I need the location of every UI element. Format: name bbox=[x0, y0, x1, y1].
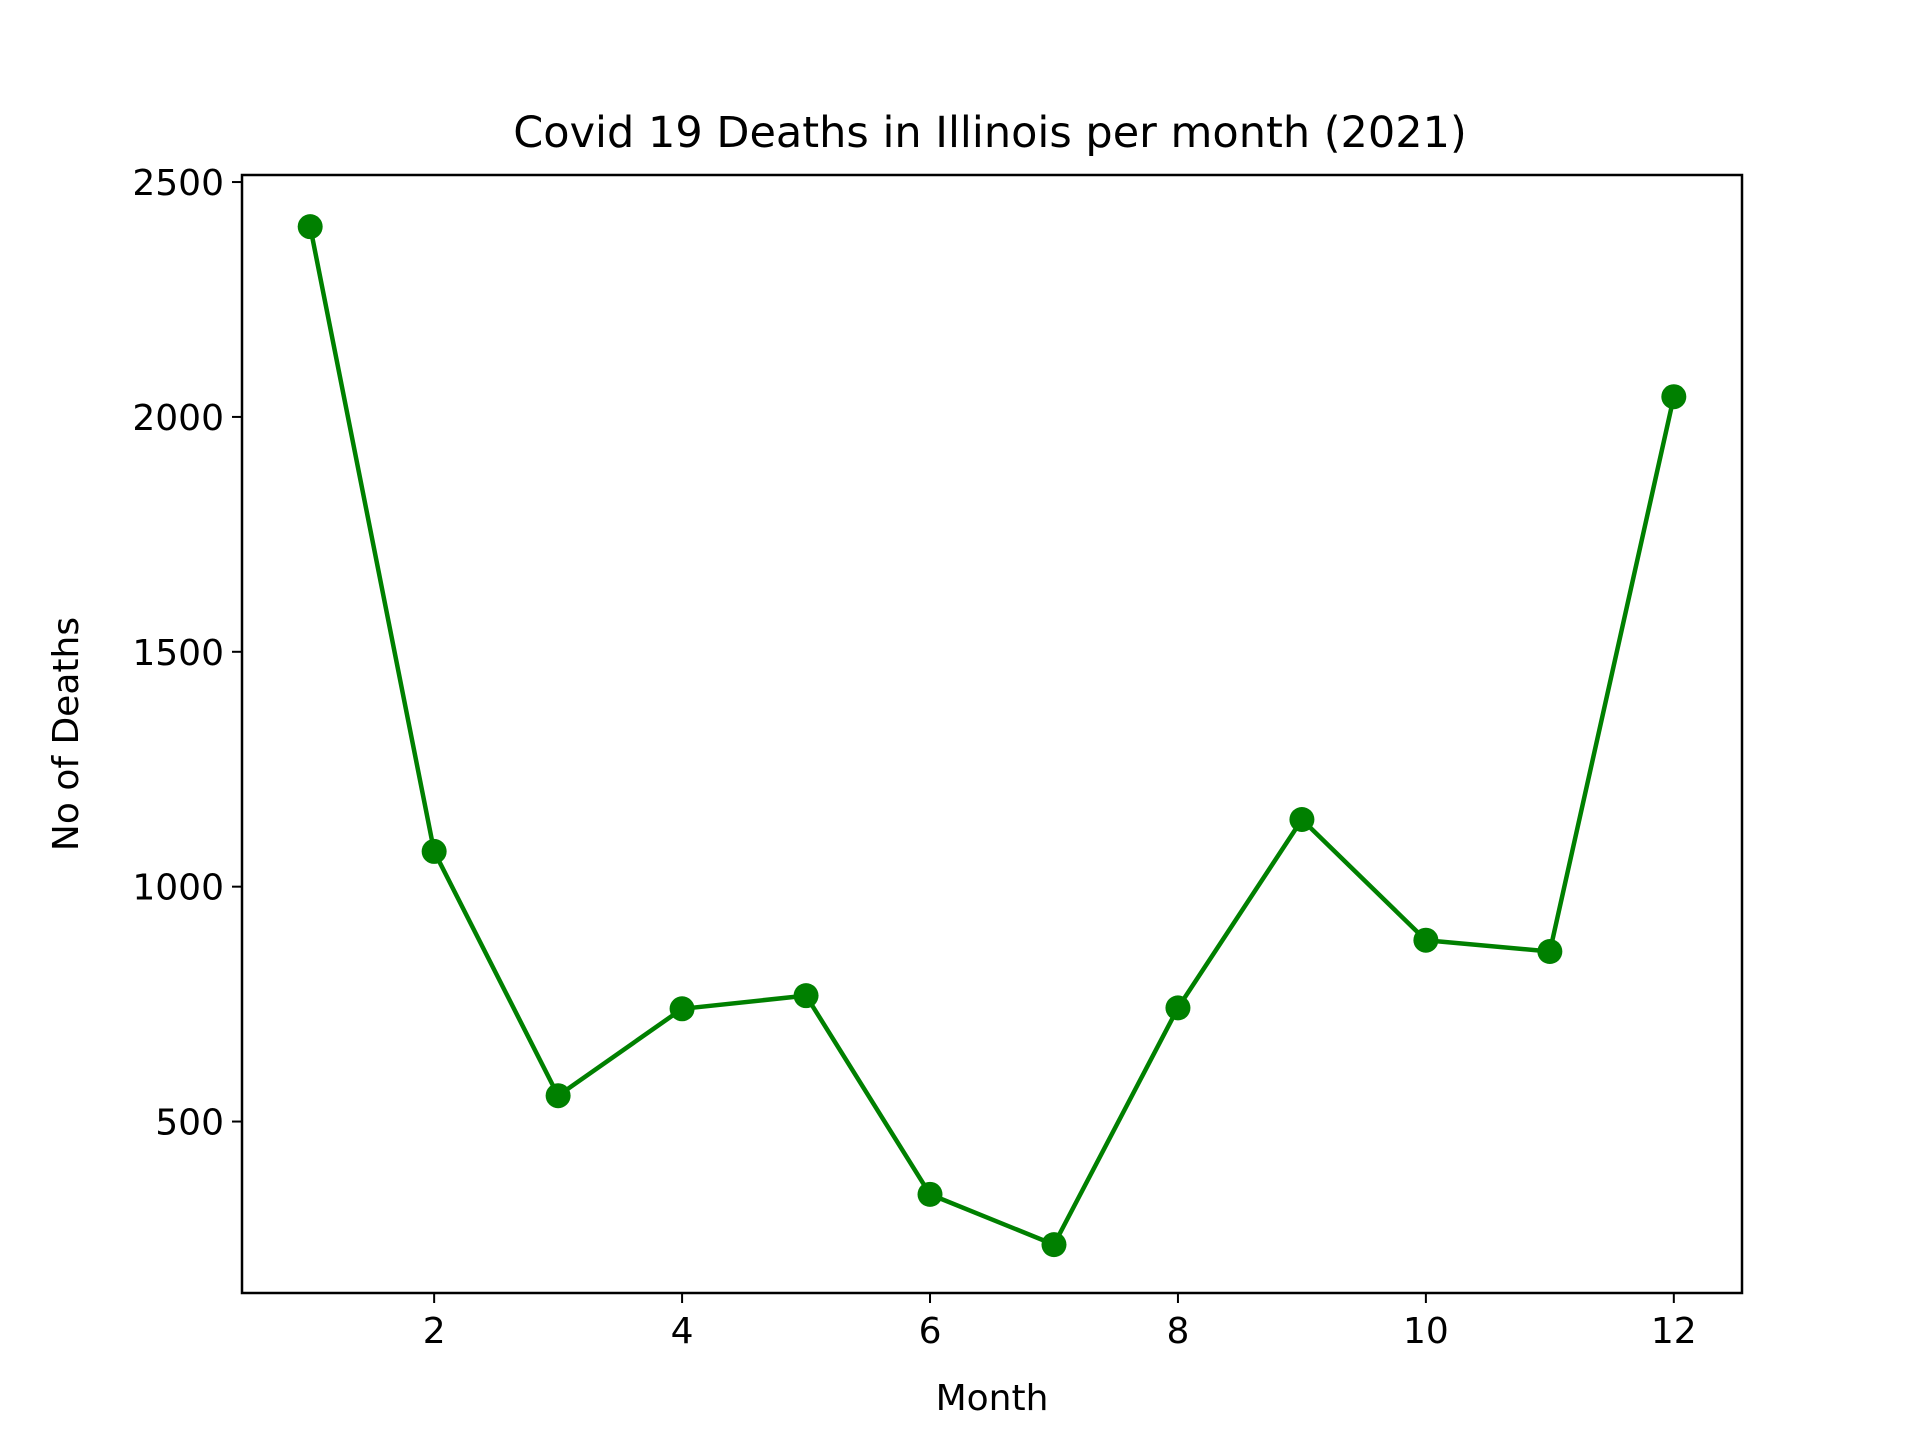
x-tick-label: 6 bbox=[919, 1311, 942, 1352]
data-point-month-2 bbox=[421, 838, 447, 864]
y-tick-label: 1500 bbox=[132, 633, 224, 674]
series-line bbox=[307, 226, 1677, 1247]
data-point-month-7 bbox=[1041, 1232, 1067, 1258]
x-tick-label: 12 bbox=[1651, 1311, 1697, 1352]
data-point-month-10 bbox=[1413, 927, 1439, 953]
y-tick-label: 2500 bbox=[132, 163, 224, 204]
x-tick-label: 4 bbox=[671, 1311, 694, 1352]
data-point-month-12 bbox=[1661, 384, 1687, 410]
y-axis: 500 1000 1500 2000 2500 bbox=[132, 163, 242, 1144]
data-point-month-11 bbox=[1537, 938, 1563, 964]
x-axis: 2 4 6 8 10 12 bbox=[423, 1293, 1697, 1352]
y-axis-label: No of Deaths bbox=[46, 617, 87, 851]
x-axis-label: Month bbox=[936, 1378, 1049, 1419]
data-point-month-5 bbox=[793, 983, 819, 1009]
y-tick-label: 500 bbox=[155, 1103, 224, 1144]
data-point-month-3 bbox=[545, 1083, 571, 1109]
x-tick-label: 8 bbox=[1166, 1311, 1189, 1352]
data-point-month-4 bbox=[669, 996, 695, 1022]
data-point-month-6 bbox=[917, 1181, 943, 1207]
chart-title: Covid 19 Deaths in Illinois per month (2… bbox=[513, 108, 1466, 158]
series-layer bbox=[297, 214, 1687, 1258]
data-point-month-1 bbox=[297, 214, 323, 240]
y-tick-label: 2000 bbox=[132, 398, 224, 439]
x-tick-label: 10 bbox=[1403, 1311, 1449, 1352]
plot-area bbox=[240, 173, 1744, 1295]
y-tick-label: 1000 bbox=[132, 868, 224, 909]
data-point-month-9 bbox=[1289, 806, 1315, 832]
x-tick-label: 2 bbox=[423, 1311, 446, 1352]
data-point-month-8 bbox=[1165, 995, 1191, 1021]
